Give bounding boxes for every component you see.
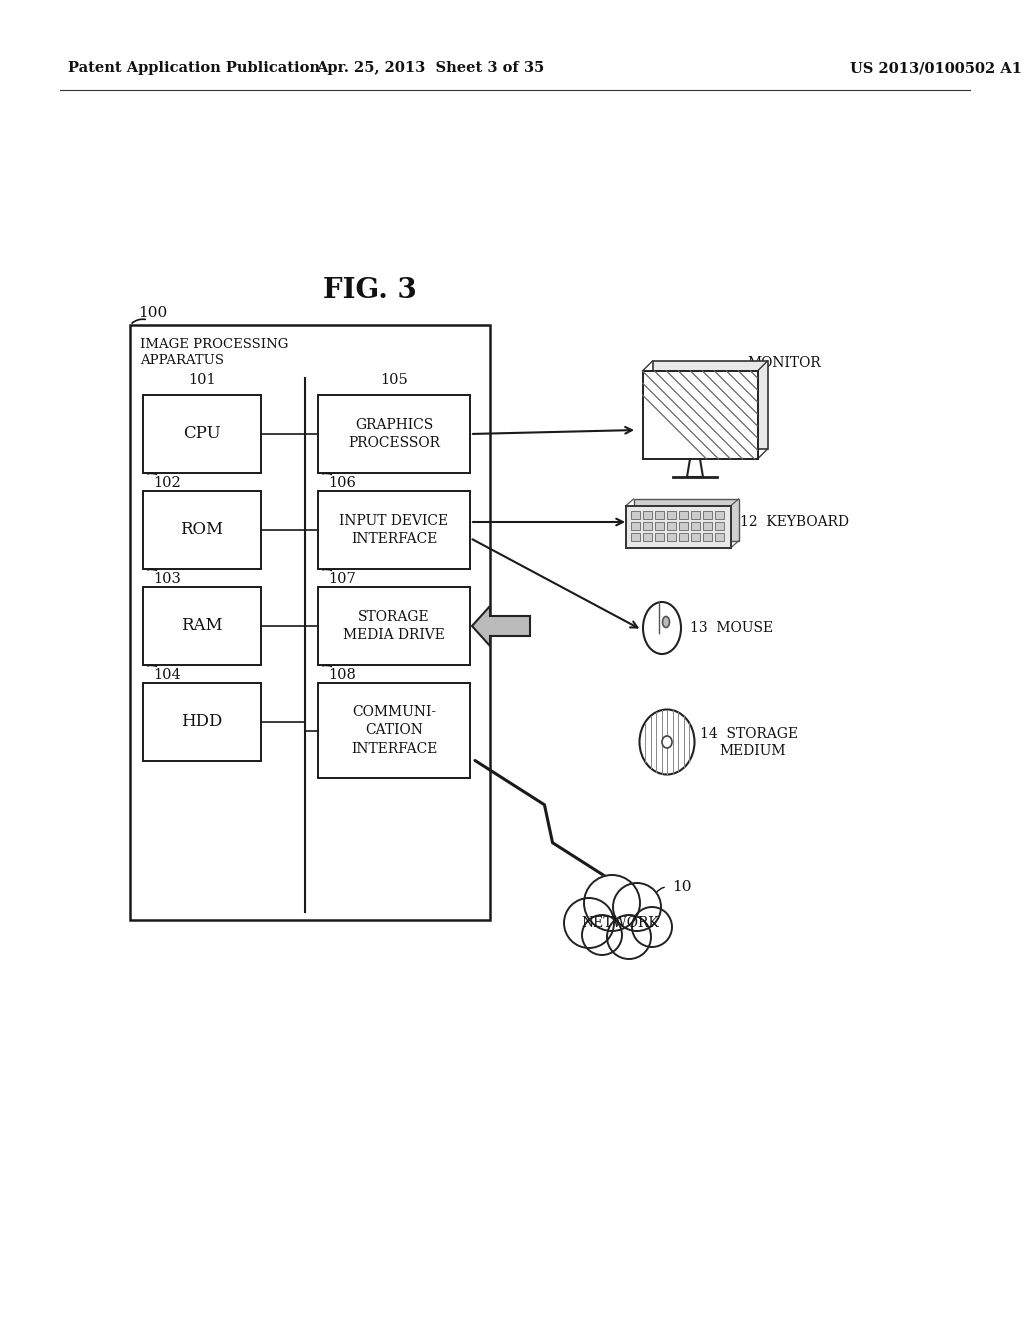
Text: 14  STORAGE: 14 STORAGE xyxy=(700,727,798,741)
Circle shape xyxy=(607,915,651,960)
Text: US 2013/0100502 A1: US 2013/0100502 A1 xyxy=(850,61,1022,75)
FancyBboxPatch shape xyxy=(631,533,640,541)
Text: STORAGE
MEDIA DRIVE: STORAGE MEDIA DRIVE xyxy=(343,610,445,643)
FancyBboxPatch shape xyxy=(318,491,470,569)
Ellipse shape xyxy=(643,602,681,653)
Text: 11: 11 xyxy=(746,374,767,387)
Text: 100: 100 xyxy=(138,306,167,319)
Text: COMMUNI-
CATION
INTERFACE: COMMUNI- CATION INTERFACE xyxy=(351,705,437,756)
Ellipse shape xyxy=(640,710,694,775)
FancyBboxPatch shape xyxy=(130,325,490,920)
Text: CPU: CPU xyxy=(183,425,221,442)
FancyBboxPatch shape xyxy=(143,587,261,665)
Text: 105: 105 xyxy=(380,374,408,387)
FancyBboxPatch shape xyxy=(690,521,699,531)
FancyBboxPatch shape xyxy=(654,533,664,541)
FancyBboxPatch shape xyxy=(667,511,676,519)
Ellipse shape xyxy=(663,616,670,627)
FancyBboxPatch shape xyxy=(318,682,470,777)
FancyBboxPatch shape xyxy=(634,499,738,541)
Text: RAM: RAM xyxy=(181,618,223,635)
FancyBboxPatch shape xyxy=(642,371,758,459)
FancyBboxPatch shape xyxy=(667,521,676,531)
FancyBboxPatch shape xyxy=(715,521,724,531)
Text: MONITOR: MONITOR xyxy=(746,356,821,370)
FancyBboxPatch shape xyxy=(642,521,651,531)
FancyBboxPatch shape xyxy=(318,395,470,473)
FancyBboxPatch shape xyxy=(642,533,651,541)
FancyBboxPatch shape xyxy=(143,395,261,473)
Circle shape xyxy=(582,915,622,954)
FancyBboxPatch shape xyxy=(690,533,699,541)
FancyBboxPatch shape xyxy=(679,511,687,519)
Circle shape xyxy=(584,875,640,931)
Text: Apr. 25, 2013  Sheet 3 of 35: Apr. 25, 2013 Sheet 3 of 35 xyxy=(315,61,544,75)
Text: 104: 104 xyxy=(153,668,181,682)
Text: 103: 103 xyxy=(153,572,181,586)
FancyBboxPatch shape xyxy=(715,511,724,519)
FancyBboxPatch shape xyxy=(318,587,470,665)
Text: 101: 101 xyxy=(188,374,216,387)
Text: APPARATUS: APPARATUS xyxy=(140,354,224,367)
Circle shape xyxy=(632,907,672,946)
Ellipse shape xyxy=(662,737,672,748)
Text: 12  KEYBOARD: 12 KEYBOARD xyxy=(740,515,849,529)
Text: IMAGE PROCESSING: IMAGE PROCESSING xyxy=(140,338,289,351)
FancyBboxPatch shape xyxy=(702,511,712,519)
Text: INPUT DEVICE
INTERFACE: INPUT DEVICE INTERFACE xyxy=(339,513,449,546)
Text: Patent Application Publication: Patent Application Publication xyxy=(68,61,319,75)
FancyBboxPatch shape xyxy=(631,521,640,531)
FancyBboxPatch shape xyxy=(143,491,261,569)
FancyBboxPatch shape xyxy=(654,521,664,531)
FancyBboxPatch shape xyxy=(654,511,664,519)
Text: 107: 107 xyxy=(328,572,355,586)
FancyBboxPatch shape xyxy=(715,533,724,541)
FancyBboxPatch shape xyxy=(626,506,730,548)
FancyBboxPatch shape xyxy=(679,521,687,531)
Text: ROM: ROM xyxy=(180,521,223,539)
FancyBboxPatch shape xyxy=(631,511,640,519)
Text: FIG. 3: FIG. 3 xyxy=(324,276,417,304)
FancyBboxPatch shape xyxy=(702,521,712,531)
Text: 102: 102 xyxy=(153,477,181,490)
Polygon shape xyxy=(472,606,530,645)
Text: MEDIUM: MEDIUM xyxy=(719,744,785,758)
Text: 13  MOUSE: 13 MOUSE xyxy=(690,620,773,635)
FancyBboxPatch shape xyxy=(667,533,676,541)
FancyBboxPatch shape xyxy=(690,511,699,519)
Circle shape xyxy=(613,883,662,931)
Text: 106: 106 xyxy=(328,477,356,490)
Text: 108: 108 xyxy=(328,668,356,682)
FancyBboxPatch shape xyxy=(679,533,687,541)
Text: HDD: HDD xyxy=(181,714,222,730)
FancyBboxPatch shape xyxy=(143,682,261,762)
Circle shape xyxy=(564,898,614,948)
Text: NETWORK: NETWORK xyxy=(582,916,658,931)
Text: GRAPHICS
PROCESSOR: GRAPHICS PROCESSOR xyxy=(348,418,440,450)
FancyBboxPatch shape xyxy=(702,533,712,541)
Text: 10: 10 xyxy=(672,880,691,894)
FancyBboxPatch shape xyxy=(642,511,651,519)
FancyBboxPatch shape xyxy=(652,360,768,449)
